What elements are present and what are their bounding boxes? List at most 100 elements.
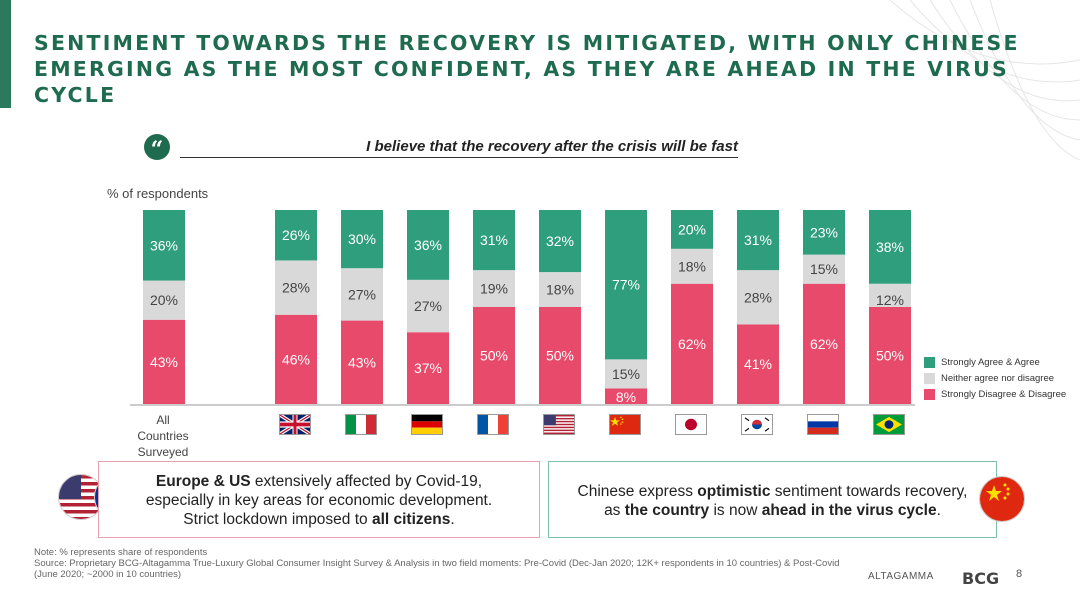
bar-neutral-south-korea bbox=[737, 270, 779, 325]
bar-neutral-italy bbox=[341, 268, 383, 321]
flag-usa-icon bbox=[543, 414, 575, 435]
callout-china: Chinese express optimistic sentiment tow… bbox=[548, 461, 997, 538]
data-label-disagree-united-states: 50% bbox=[546, 348, 574, 364]
footnote-note: Note: % represents share of respondents bbox=[34, 547, 208, 558]
flag-germany-icon bbox=[411, 414, 443, 435]
quote-text: I believe that the recovery after the cr… bbox=[366, 138, 738, 155]
bar-neutral-brazil bbox=[869, 283, 911, 307]
data-label-disagree-germany: 37% bbox=[414, 360, 442, 376]
data-label-agree-russia: 23% bbox=[810, 224, 838, 240]
bar-disagree-brazil bbox=[869, 307, 911, 404]
bar-agree-all-countries-surveyed bbox=[143, 210, 185, 281]
data-label-agree-united-states: 32% bbox=[546, 233, 574, 249]
slide-title: SENTIMENT TOWARDS THE RECOVERY IS MITIGA… bbox=[34, 31, 1020, 107]
callout-china-mid2: is now bbox=[709, 502, 762, 519]
data-label-disagree-japan: 62% bbox=[678, 336, 706, 352]
bar-agree-united-kingdom bbox=[275, 210, 317, 261]
bar-agree-italy bbox=[341, 210, 383, 269]
callout-china-bold2a: the country bbox=[624, 502, 710, 519]
data-label-neutral-italy: 27% bbox=[348, 286, 376, 302]
bar-agree-germany bbox=[407, 210, 449, 280]
data-label-disagree-united-kingdom: 46% bbox=[282, 351, 310, 367]
bar-neutral-all-countries-surveyed bbox=[143, 280, 185, 320]
callout-europe-us-line2: especially in key areas for economic dev… bbox=[145, 492, 493, 509]
category-label-all-countries: All Countries Surveyed bbox=[131, 412, 195, 460]
flag-japan-icon bbox=[675, 414, 707, 435]
data-label-agree-south-korea: 31% bbox=[744, 232, 772, 248]
bar-neutral-united-kingdom bbox=[275, 260, 317, 315]
y-axis-label: % of respondents bbox=[107, 186, 209, 201]
data-label-agree-italy: 30% bbox=[348, 231, 376, 247]
quote-icon: “ bbox=[144, 134, 170, 163]
data-label-neutral-united-states: 18% bbox=[546, 282, 574, 298]
bar-agree-japan bbox=[671, 210, 713, 249]
bar-disagree-united-kingdom bbox=[275, 314, 317, 404]
bar-disagree-united-states bbox=[539, 307, 581, 404]
data-label-agree-united-kingdom: 26% bbox=[282, 227, 310, 243]
page-number: 8 bbox=[1016, 568, 1023, 580]
bar-disagree-germany bbox=[407, 332, 449, 404]
category-label-line: Surveyed bbox=[137, 445, 189, 459]
footnote-source: Source: Proprietary BCG-Altagamma True-L… bbox=[34, 558, 840, 580]
data-label-neutral-germany: 27% bbox=[414, 298, 442, 314]
category-label-line: Countries bbox=[137, 429, 189, 443]
footnote: Note: % represents share of respondents … bbox=[34, 547, 854, 580]
data-label-agree-japan: 20% bbox=[678, 221, 706, 237]
flag-south-korea-icon bbox=[741, 414, 773, 435]
callout-china-text1: Chinese express bbox=[577, 483, 698, 500]
bar-disagree-italy bbox=[341, 320, 383, 404]
data-label-agree-france: 31% bbox=[480, 232, 508, 248]
data-label-neutral-united-kingdom: 28% bbox=[282, 280, 310, 296]
callout-europe-us-text3: Strict lockdown imposed to bbox=[183, 511, 372, 528]
legend-label-neutral: Neither agree nor disagree bbox=[941, 372, 1055, 384]
data-label-neutral-brazil: 12% bbox=[876, 292, 904, 308]
bar-agree-france bbox=[473, 210, 515, 271]
legend-item-neutral: Neither agree nor disagree bbox=[924, 370, 1066, 386]
bar-disagree-south-korea bbox=[737, 324, 779, 404]
bar-disagree-china bbox=[605, 388, 647, 404]
data-label-agree-germany: 36% bbox=[414, 237, 442, 253]
bar-agree-south-korea bbox=[737, 210, 779, 271]
bar-agree-russia bbox=[803, 210, 845, 255]
data-label-agree-all-countries-surveyed: 36% bbox=[150, 237, 178, 253]
bar-agree-united-states bbox=[539, 210, 581, 273]
china-round-flag-icon bbox=[979, 476, 1025, 522]
callout-china-line2: as the country is now ahead in the virus… bbox=[549, 501, 996, 521]
callout-europe-us-end3: . bbox=[450, 511, 455, 528]
bar-disagree-all-countries-surveyed bbox=[143, 319, 185, 404]
legend: Strongly Agree & Agree Neither agree nor… bbox=[924, 354, 1066, 402]
flag-italy-icon bbox=[345, 414, 377, 435]
callout-europe-us: Europe & US extensively affected by Covi… bbox=[98, 461, 540, 538]
bar-disagree-russia bbox=[803, 283, 845, 404]
callout-china-bold1: optimistic bbox=[697, 483, 771, 500]
legend-item-disagree: Strongly Disagree & Disagree bbox=[924, 386, 1066, 402]
bar-neutral-germany bbox=[407, 279, 449, 333]
callout-china-text2: as bbox=[604, 502, 625, 519]
legend-swatch-neutral bbox=[924, 372, 935, 384]
callout-europe-us-text1: extensively affected by Covid-19, bbox=[250, 473, 483, 490]
data-label-neutral-south-korea: 28% bbox=[744, 289, 772, 305]
bcg-logo: BCG bbox=[962, 569, 1000, 588]
bar-neutral-united-states bbox=[539, 272, 581, 307]
legend-label-disagree: Strongly Disagree & Disagree bbox=[941, 388, 1067, 400]
data-label-neutral-russia: 15% bbox=[810, 261, 838, 277]
flag-russia-icon bbox=[807, 414, 839, 435]
callout-china-end1: sentiment towards recovery, bbox=[770, 483, 968, 500]
data-label-neutral-japan: 18% bbox=[678, 258, 706, 274]
altagamma-logo: ALTAGAMMA bbox=[868, 571, 934, 582]
data-label-neutral-all-countries-surveyed: 20% bbox=[150, 292, 178, 308]
data-label-disagree-france: 50% bbox=[480, 348, 508, 364]
callout-europe-us-line1: Europe & US extensively affected by Covi… bbox=[99, 472, 539, 492]
legend-label-agree: Strongly Agree & Agree bbox=[941, 356, 1040, 368]
bar-neutral-china bbox=[605, 359, 647, 389]
bar-agree-china bbox=[605, 210, 647, 360]
callout-europe-us-line3: Strict lockdown imposed to all citizens. bbox=[99, 510, 539, 530]
flag-france-icon bbox=[477, 414, 509, 435]
callout-europe-us-bold: Europe & US bbox=[155, 473, 251, 490]
accent-bar bbox=[0, 0, 11, 108]
data-label-neutral-france: 19% bbox=[480, 281, 508, 297]
legend-swatch-agree bbox=[924, 356, 935, 368]
data-label-agree-china: 77% bbox=[612, 277, 640, 293]
data-label-disagree-south-korea: 41% bbox=[744, 356, 772, 372]
